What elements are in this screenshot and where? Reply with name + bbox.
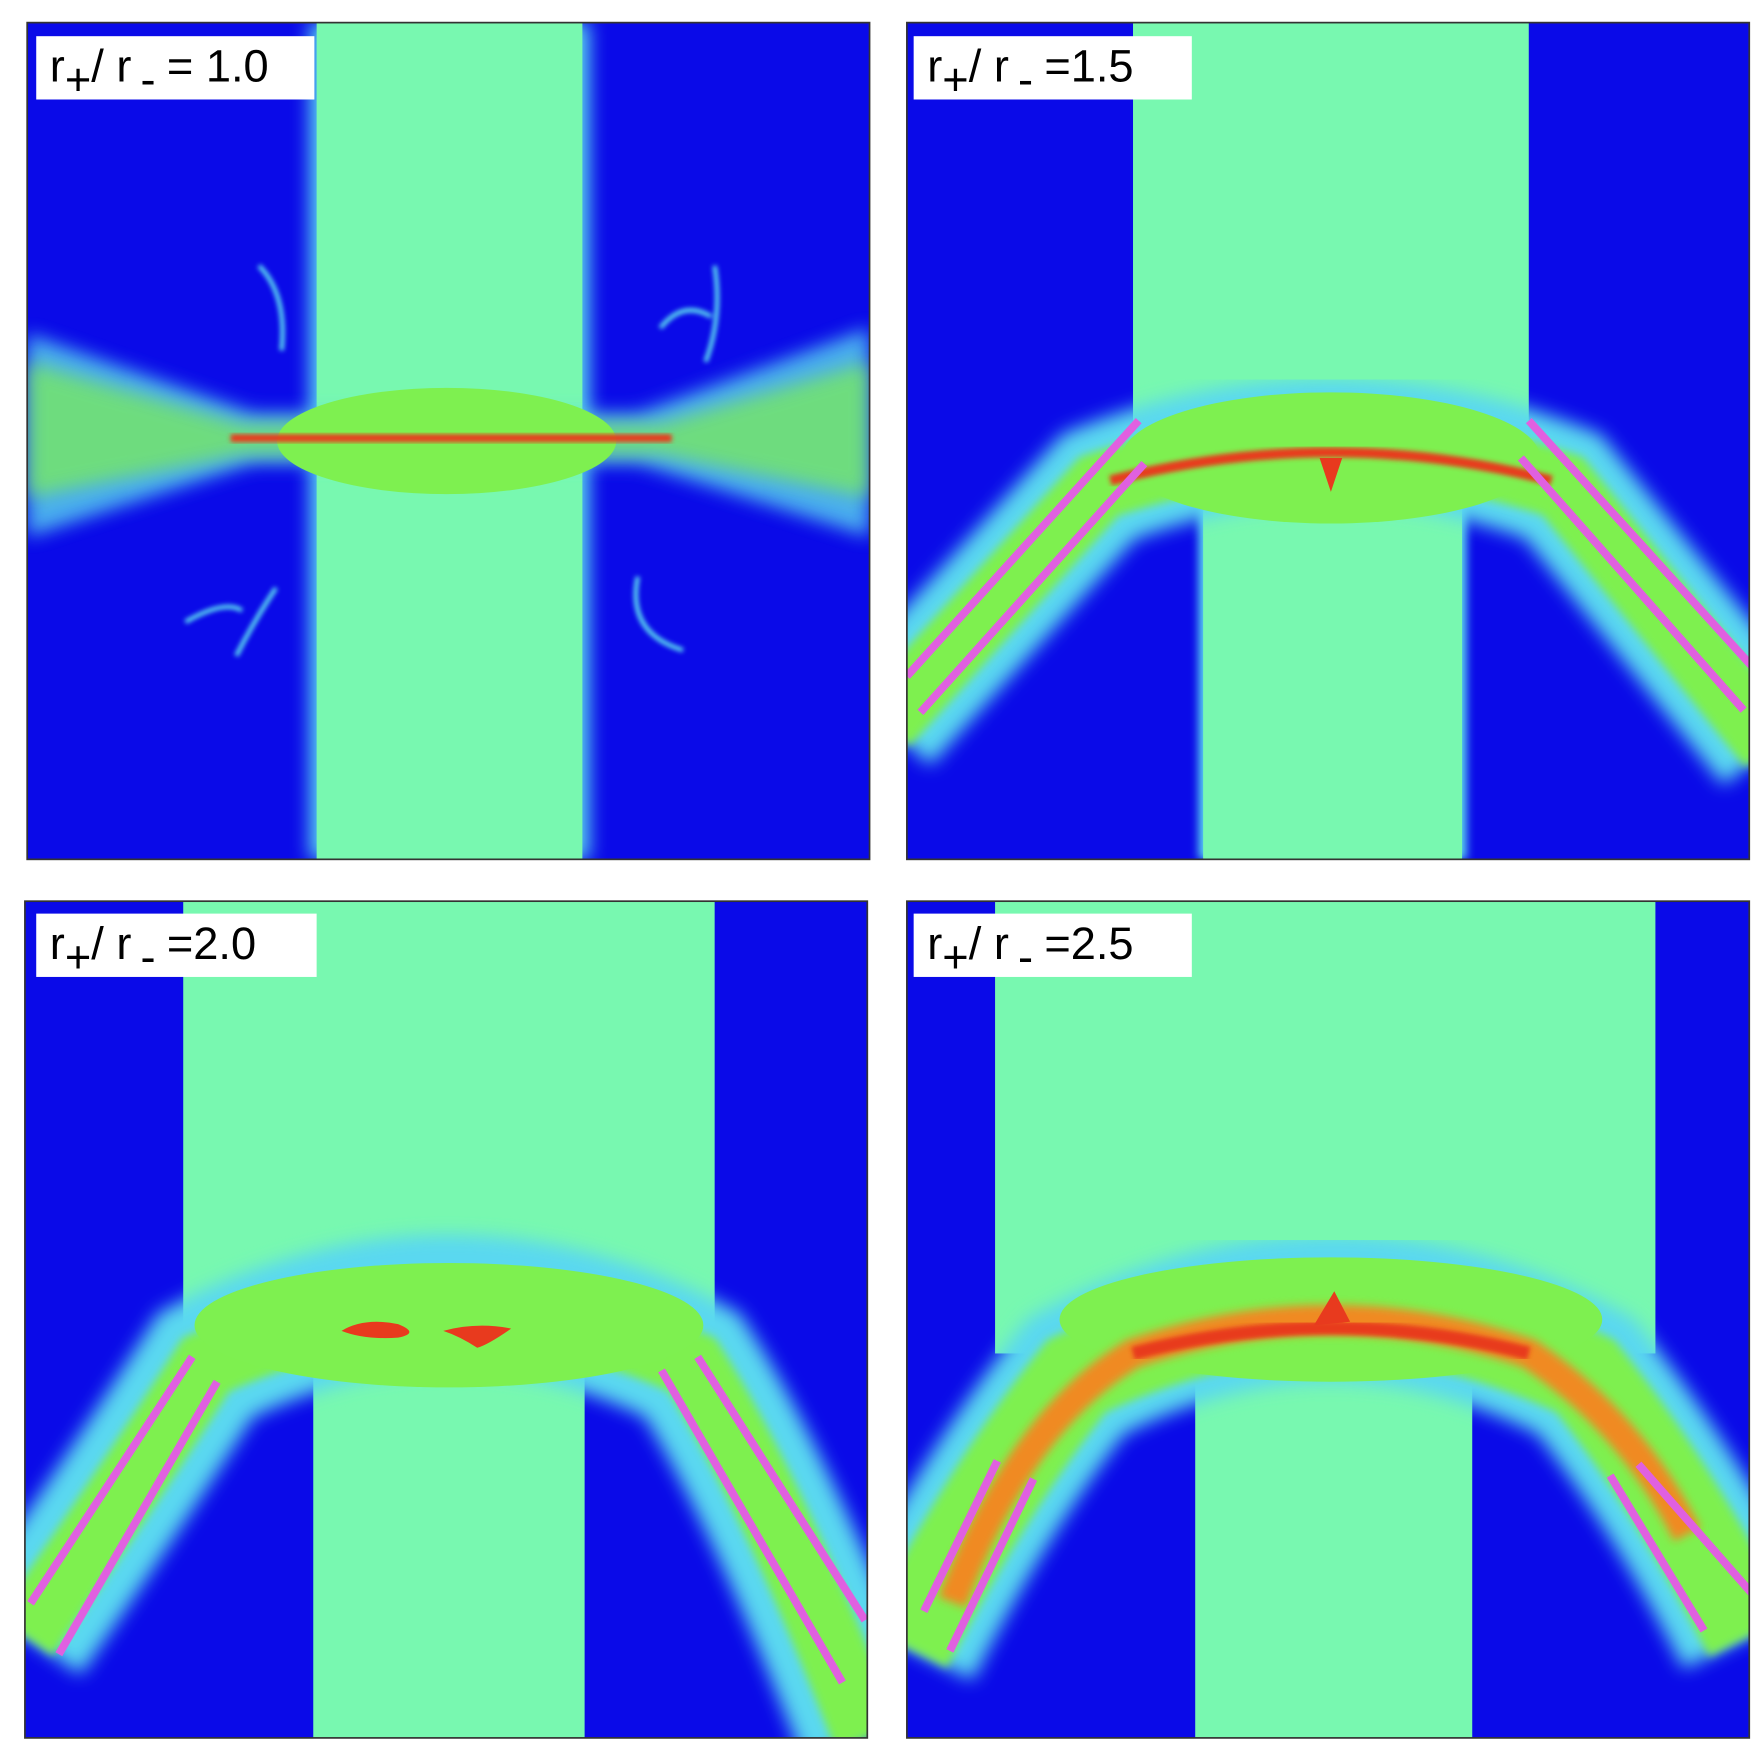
panel-frame — [906, 21, 1751, 861]
panel-label: r+/ r - =1.5 — [927, 40, 1133, 105]
label-sub-plus: + — [65, 931, 91, 982]
guide-line — [658, 1368, 846, 1685]
label-slash-r: / r — [91, 40, 131, 91]
red-blob — [341, 1321, 512, 1348]
label-r: r — [927, 40, 942, 91]
label-sub-plus: + — [65, 54, 91, 105]
red-spike — [1313, 1291, 1351, 1326]
guide-line — [694, 1354, 868, 1623]
label-box — [913, 913, 1192, 977]
label-box — [36, 36, 315, 100]
guide-line — [917, 460, 1148, 715]
green-band — [1195, 1364, 1473, 1738]
guide-line — [1606, 1473, 1708, 1633]
label-value: = 1.0 — [167, 40, 269, 91]
panel: r+/ r - =2.5 — [906, 900, 1751, 1739]
red-sheet — [230, 434, 672, 443]
label-r: r — [927, 918, 942, 969]
red-spike — [1319, 457, 1343, 492]
label-sub-plus: + — [942, 54, 968, 105]
label-slash-r: / r — [969, 40, 1009, 91]
simulation-field — [24, 901, 868, 1738]
label-r: r — [50, 40, 65, 91]
label-r: r — [50, 918, 65, 969]
panel-label: r+/ r - = 1.0 — [50, 40, 269, 105]
label-sub-minus: - — [1018, 931, 1033, 982]
guide-line — [920, 1459, 1001, 1614]
label-slash-r: / r — [969, 918, 1009, 969]
label-sub-minus: - — [1018, 54, 1033, 105]
label-box — [913, 36, 1192, 100]
panel-frame — [24, 900, 869, 1739]
green-band — [313, 1364, 585, 1738]
guide-line — [1525, 417, 1750, 670]
filament — [184, 264, 720, 657]
simulation-field — [906, 901, 1750, 1738]
guide-line — [906, 417, 1142, 679]
panel-frame — [906, 900, 1751, 1739]
label-sub-minus: - — [141, 931, 156, 982]
label-value: =2.0 — [167, 918, 256, 969]
panel: r+/ r - =1.5 — [906, 21, 1751, 861]
arch-hot — [938, 1304, 1701, 1608]
label-value: =1.5 — [1044, 40, 1133, 91]
plasmoid — [1121, 392, 1541, 524]
simulation-field — [906, 22, 1750, 860]
simulation-field — [27, 22, 870, 860]
guide-line — [27, 1354, 196, 1606]
panel-frame — [26, 21, 871, 861]
plasmoid — [194, 1263, 704, 1388]
label-slash-r: / r — [91, 918, 131, 969]
guide-line — [1635, 1461, 1750, 1597]
panel: r+/ r - = 1.0 — [26, 21, 871, 861]
red-sheet — [1109, 447, 1553, 486]
guide-line — [55, 1379, 221, 1657]
label-box — [36, 913, 317, 977]
label-value: =2.5 — [1044, 918, 1133, 969]
guide-line — [946, 1477, 1038, 1653]
guide-line — [1517, 455, 1747, 713]
panel: r+/ r - =2.0 — [24, 900, 869, 1739]
label-sub-plus: + — [942, 931, 968, 982]
label-sub-minus: - — [141, 54, 156, 105]
panel-label: r+/ r - =2.5 — [927, 918, 1133, 983]
green-band — [1203, 486, 1463, 860]
panel-label: r+/ r - =2.0 — [50, 918, 256, 983]
red-sheet — [1131, 1321, 1531, 1361]
